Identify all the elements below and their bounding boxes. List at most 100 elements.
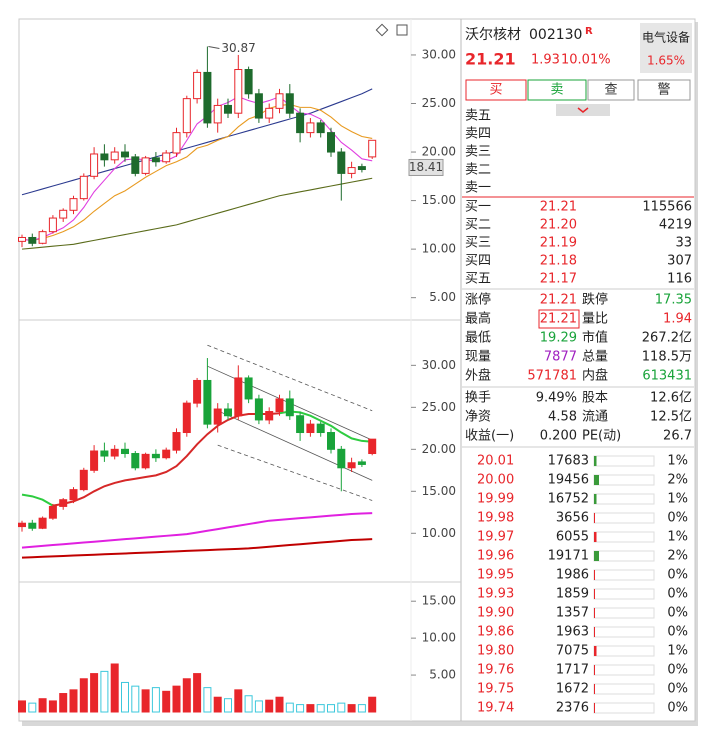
moving-average-line	[21, 512, 373, 549]
bid-volume: 115566	[642, 200, 692, 215]
candle-body	[59, 499, 68, 507]
stat-cell: 26.7	[663, 429, 692, 444]
trade-share: 1%	[667, 492, 688, 507]
bid-price: 21.19	[540, 236, 577, 251]
share-bar	[594, 475, 599, 485]
candle-body	[275, 93, 284, 109]
candle-body	[265, 107, 274, 119]
trend-line	[207, 344, 373, 412]
volume-bar	[193, 673, 202, 713]
share-bar	[594, 646, 597, 656]
share-bar-frame	[593, 493, 655, 505]
candle-body	[69, 198, 78, 211]
stat-cell: 跌停	[582, 292, 608, 308]
trade-price: 19.95	[477, 568, 514, 583]
action-button[interactable]	[527, 79, 587, 101]
sector-box[interactable]	[640, 23, 692, 73]
stat-cell: 4.58	[548, 410, 577, 425]
trade-volume: 1859	[556, 587, 589, 602]
stat-cell: 12.6亿	[650, 391, 692, 406]
stat-cell: 最高	[465, 311, 491, 327]
trade-price: 20.01	[477, 454, 514, 469]
candle-body	[234, 377, 243, 417]
candle-body	[172, 432, 181, 451]
candle-body	[121, 151, 129, 158]
candle-body	[285, 93, 294, 114]
trade-share: 0%	[667, 587, 688, 602]
y-tick-label: 10.00	[422, 631, 456, 645]
trade-volume: 17683	[548, 454, 589, 469]
share-bar-frame	[593, 588, 655, 600]
draw-icon[interactable]	[375, 23, 389, 37]
candle-body	[254, 398, 263, 421]
candle-body	[327, 132, 335, 153]
volume-bar	[203, 687, 212, 713]
candle-body	[347, 462, 356, 469]
bid-price: 21.18	[540, 254, 577, 269]
volume-bar	[121, 681, 129, 713]
candle-body	[213, 408, 222, 425]
volume-bar	[151, 687, 160, 713]
share-bar-frame	[593, 626, 655, 638]
expand-tab[interactable]	[556, 104, 610, 116]
annotation-leader	[208, 46, 220, 49]
action-button[interactable]	[587, 79, 635, 101]
candle-body	[234, 69, 243, 114]
candle-body	[172, 132, 181, 154]
candle-body	[296, 112, 305, 134]
bid-label: 买一	[465, 200, 491, 215]
action-button[interactable]	[637, 79, 691, 101]
share-bar-frame	[593, 702, 655, 714]
volume-bar	[38, 698, 47, 713]
trade-volume: 6055	[556, 530, 589, 545]
bid-label: 买二	[465, 218, 491, 233]
window-icon[interactable]	[396, 24, 408, 36]
volume-bar	[357, 704, 366, 713]
volume-bar	[182, 678, 191, 713]
trade-share: 1%	[667, 530, 688, 545]
y-tick-label: 15.00	[422, 193, 456, 207]
moving-average-line	[21, 538, 373, 559]
candle-body	[48, 217, 57, 233]
volume-bar	[162, 690, 171, 713]
trade-price: 19.97	[477, 530, 514, 545]
y-tick-label: 15.00	[422, 594, 456, 608]
candle-body	[213, 104, 222, 124]
candle-body	[90, 450, 99, 471]
volume-bar	[265, 699, 274, 713]
volume-bar	[234, 689, 243, 713]
volume-bar	[18, 700, 26, 713]
bid-price: 21.20	[540, 218, 577, 233]
stat-cell: 量比	[582, 312, 608, 327]
y-tick-label: 10.00	[422, 242, 456, 256]
trade-share: 1%	[667, 644, 688, 659]
share-bar	[594, 532, 597, 542]
candle-body	[224, 104, 232, 114]
stat-cell: 1.94	[663, 312, 692, 327]
trade-price: 19.80	[477, 644, 514, 659]
stat-cell: 118.5万	[642, 350, 692, 365]
candle-body	[141, 157, 150, 174]
candle-body	[254, 93, 263, 119]
action-button[interactable]	[465, 79, 527, 101]
stat-cell: 613431	[642, 369, 692, 384]
trade-share: 0%	[667, 511, 688, 526]
volume-bar	[275, 696, 284, 713]
candle-body	[368, 438, 377, 455]
stock-name: 沃尔核材	[465, 27, 521, 43]
stat-cell: 内盘	[582, 368, 608, 384]
volume-bar	[285, 702, 294, 713]
action-button-label: 警	[657, 82, 670, 98]
window-frame	[18, 18, 696, 722]
trade-price: 19.99	[477, 492, 514, 507]
trade-volume: 16752	[548, 492, 589, 507]
candle-body	[90, 153, 99, 177]
trade-volume: 3656	[556, 511, 589, 526]
candle-body	[38, 517, 47, 529]
trade-volume: 19171	[548, 549, 589, 564]
stat-cell: 19.29	[540, 331, 577, 346]
candle-body	[59, 209, 68, 219]
candle-body	[327, 432, 335, 450]
candle-body	[28, 236, 37, 244]
